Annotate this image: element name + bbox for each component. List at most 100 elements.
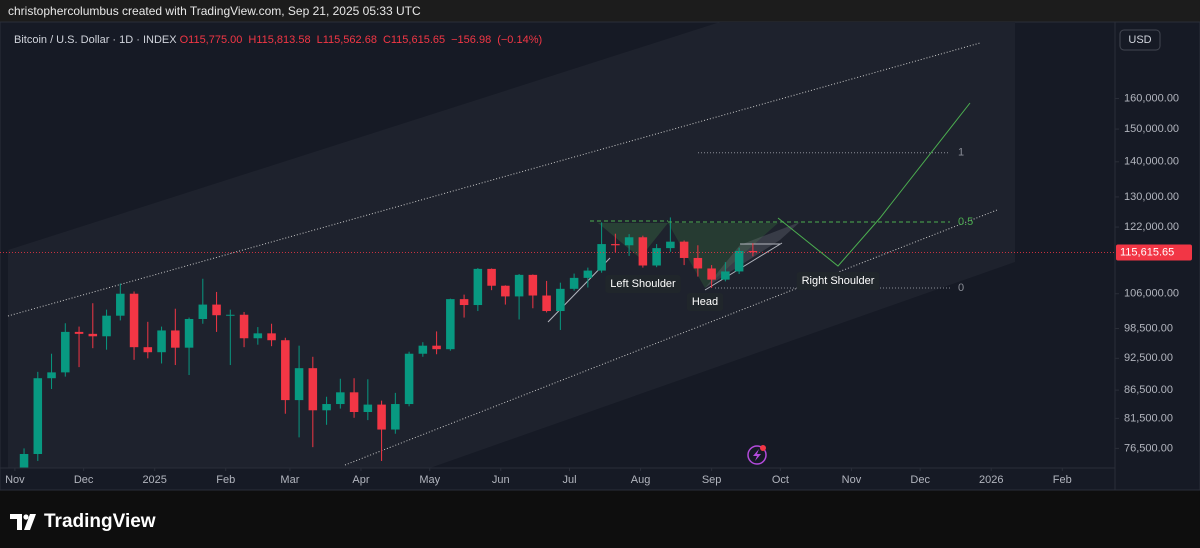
- candle-body: [487, 268, 496, 286]
- y-tick-label: 92,500.00: [1124, 352, 1173, 364]
- last-price-label: 115,615.65: [1120, 246, 1174, 258]
- x-tick-label: Sep: [702, 474, 722, 486]
- x-tick-label: Nov: [842, 474, 862, 486]
- candle-body: [569, 277, 579, 289]
- caption-bar: [0, 0, 1200, 22]
- candle-body: [432, 345, 441, 350]
- annotation-text: Right Shoulder: [802, 275, 875, 287]
- event-icon-bolt: [753, 449, 761, 461]
- x-tick-label: Dec: [910, 474, 930, 486]
- candle-body: [679, 241, 689, 258]
- candle-body: [459, 299, 469, 306]
- x-tick-label: 2025: [142, 474, 166, 486]
- x-tick-label: May: [419, 474, 440, 486]
- candle-body: [624, 237, 634, 246]
- x-tick-label: Aug: [631, 474, 651, 486]
- projection-path: [777, 102, 971, 267]
- candle-body: [349, 392, 359, 413]
- candle-body: [418, 345, 428, 354]
- candle-body: [693, 257, 703, 269]
- x-tick-label: Jul: [562, 474, 576, 486]
- candle-body: [308, 368, 318, 411]
- trend-line: [704, 242, 783, 291]
- candle-body: [322, 404, 331, 411]
- y-tick-label: 76,500.00: [1124, 442, 1173, 454]
- candle-body: [239, 314, 249, 339]
- candle-body: [157, 330, 166, 353]
- candle-body: [542, 295, 551, 312]
- annotation-text: Head: [692, 296, 718, 308]
- y-tick-label: 130,000.00: [1124, 191, 1179, 203]
- annotation: Left Shoulder: [605, 275, 681, 293]
- candle-body: [404, 353, 414, 405]
- annotation: Head: [686, 293, 724, 311]
- brand-name: TradingView: [44, 511, 156, 532]
- channel-fill: [8, 22, 1015, 468]
- channel-upper: [7, 42, 981, 317]
- fib-label: 0: [958, 282, 964, 294]
- candle-body: [88, 333, 98, 337]
- candle-body: [33, 378, 43, 454]
- candle-body: [253, 333, 263, 339]
- y-tick-label: 98,500.00: [1124, 322, 1173, 334]
- annotation-box: [686, 293, 724, 311]
- candle-body: [446, 299, 455, 350]
- fib-label: 1: [958, 147, 964, 159]
- ohlc-value: (−0.14%): [497, 34, 542, 46]
- candle-body: [721, 271, 730, 280]
- candle-body: [597, 244, 606, 271]
- currency-button[interactable]: [1119, 29, 1161, 51]
- candle-body: [129, 293, 139, 348]
- event-icon[interactable]: [747, 445, 767, 465]
- x-tick-label: Dec: [74, 474, 94, 486]
- y-tick-label: 160,000.00: [1124, 92, 1179, 104]
- ohlc-value: L115,562.68: [317, 34, 377, 46]
- candle-body: [748, 250, 758, 253]
- x-tick-label: Apr: [352, 474, 369, 486]
- x-tick-label: Jun: [492, 474, 510, 486]
- candle-body: [19, 453, 29, 468]
- x-tick-label: Nov: [5, 474, 25, 486]
- ohlc-value: H115,813.58: [248, 34, 310, 46]
- candle-body: [47, 372, 56, 379]
- candle-body: [74, 331, 84, 334]
- ohlc-value: C115,615.65: [383, 34, 445, 46]
- brand-logo: [10, 514, 36, 530]
- candle-body: [143, 347, 153, 353]
- y-tick-label: 86,500.00: [1124, 384, 1173, 396]
- x-tick-label: Oct: [772, 474, 789, 486]
- candle-body: [226, 314, 235, 316]
- y-tick-label: 81,500.00: [1124, 412, 1173, 424]
- candle-body: [336, 392, 345, 405]
- annotation-box: [605, 275, 681, 293]
- annotation-text: Left Shoulder: [610, 278, 676, 290]
- x-tick-label: Feb: [216, 474, 235, 486]
- ohlc-value: −156.98: [451, 34, 491, 46]
- candle-body: [198, 304, 208, 319]
- candle-body: [212, 304, 221, 316]
- logo-mark: [24, 514, 36, 530]
- candle-body: [61, 331, 70, 373]
- candle-body: [514, 274, 524, 297]
- fib-label: 0.5: [958, 216, 973, 228]
- candle-body: [116, 293, 125, 316]
- x-tick-label: Feb: [1053, 474, 1072, 486]
- candle-body: [556, 288, 565, 312]
- pattern-fill: [668, 223, 778, 288]
- candle-body: [583, 270, 593, 278]
- candle-body: [611, 244, 620, 246]
- candle-body: [707, 268, 716, 280]
- ohlc-value: O115,775.00: [180, 34, 243, 46]
- candle-body: [652, 248, 661, 266]
- candle-body: [281, 340, 290, 401]
- candle-body: [377, 404, 386, 430]
- candle-body: [184, 318, 194, 348]
- logo-mark: [10, 514, 22, 530]
- chart-title: Bitcoin / U.S. Dollar · 1D · INDEX: [14, 34, 177, 46]
- candles: [19, 217, 758, 468]
- caption: christophercolumbus created with Trading…: [8, 4, 421, 18]
- candle-body: [267, 333, 276, 341]
- y-tick-label: 150,000.00: [1124, 123, 1179, 135]
